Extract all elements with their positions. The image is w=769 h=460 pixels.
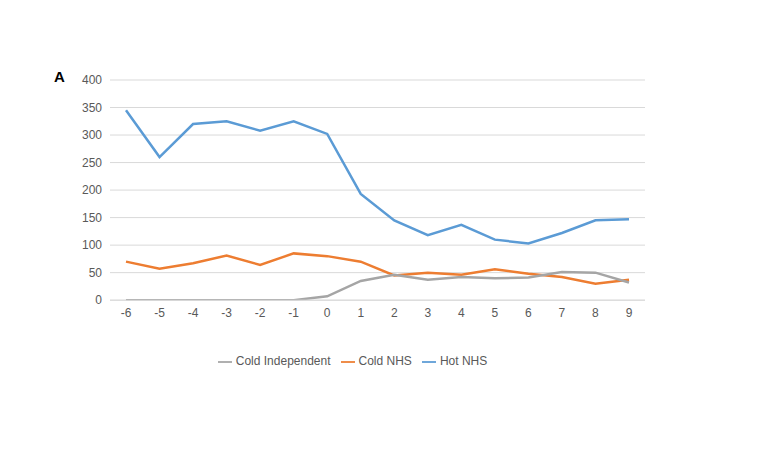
html-text:Cold NHS: Cold NHS: [358, 354, 412, 368]
svg-text:250: 250: [82, 156, 102, 170]
svg-text:0: 0: [324, 306, 331, 320]
svg-text:200: 200: [82, 183, 102, 197]
svg-text:50: 50: [89, 266, 103, 280]
svg-text:-5: -5: [154, 306, 165, 320]
svg-text:7: 7: [559, 306, 566, 320]
html-text:A: A: [54, 68, 65, 85]
svg-text:8: 8: [592, 306, 599, 320]
html-text:Cold Independent: Cold Independent: [235, 354, 331, 368]
svg-text:1: 1: [357, 306, 364, 320]
svg-text:-3: -3: [221, 306, 232, 320]
svg-text:2: 2: [391, 306, 398, 320]
svg-text:5: 5: [492, 306, 499, 320]
svg-text:-4: -4: [188, 306, 199, 320]
svg-text:9: 9: [626, 306, 633, 320]
svg-text:-2: -2: [255, 306, 266, 320]
svg-text:-1: -1: [288, 306, 299, 320]
svg-text:100: 100: [82, 238, 102, 252]
svg-text:-6: -6: [121, 306, 132, 320]
svg-text:400: 400: [82, 73, 102, 87]
svg-text:0: 0: [95, 293, 102, 307]
svg-text:150: 150: [82, 211, 102, 225]
svg-text:6: 6: [525, 306, 532, 320]
html-text:Hot NHS: Hot NHS: [439, 354, 488, 368]
svg-text:4: 4: [458, 306, 465, 320]
svg-text:3: 3: [424, 306, 431, 320]
svg-text:350: 350: [82, 101, 102, 115]
svg-text:300: 300: [82, 128, 102, 142]
